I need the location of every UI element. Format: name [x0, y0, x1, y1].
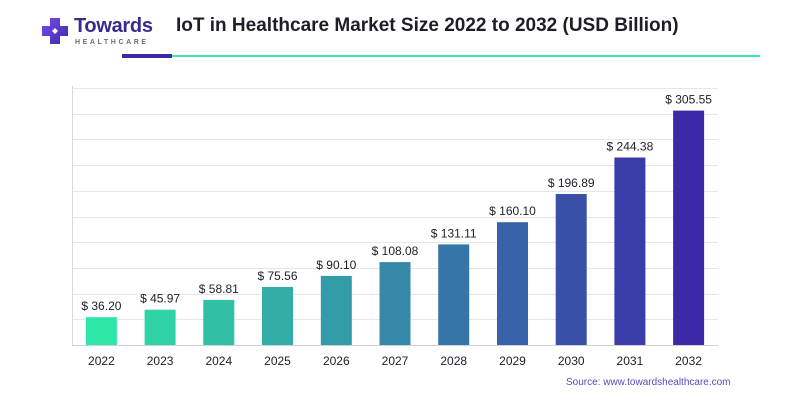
data-label-2031: $ 244.38 [607, 140, 654, 154]
data-label-2022: $ 36.20 [81, 299, 121, 313]
data-label-2030: $ 196.89 [548, 176, 595, 190]
x-tick-label-2024: 2024 [205, 354, 232, 368]
data-label-2028: $ 131.11 [431, 226, 477, 240]
data-label-2023: $ 45.97 [140, 292, 180, 306]
bar-2027 [379, 262, 411, 345]
medical-cross-icon [42, 18, 68, 44]
x-tick-label-2022: 2022 [88, 354, 115, 368]
bar-2031 [614, 157, 646, 345]
bar-2029 [497, 222, 528, 345]
x-tick-label-2032: 2032 [675, 354, 702, 368]
x-tick-label-2023: 2023 [147, 354, 174, 368]
data-label-2024: $ 58.81 [199, 282, 239, 296]
source-note: Source: www.towardshealthcare.com [566, 377, 731, 388]
data-label-2026: $ 90.10 [316, 258, 356, 272]
bar-2030 [555, 194, 587, 345]
bar-2026 [320, 275, 352, 345]
x-tick-label-2026: 2026 [323, 354, 350, 368]
x-tick-label-2029: 2029 [499, 354, 526, 368]
logo-subtitle: HEALTHCARE [75, 39, 149, 46]
title-underline-accent [122, 54, 172, 58]
data-label-2029: $ 160.10 [489, 204, 536, 218]
chart-title: IoT in Healthcare Market Size 2022 to 20… [176, 15, 679, 36]
x-tick-label-2027: 2027 [382, 354, 409, 368]
title-underline [172, 55, 760, 57]
x-tick-label-2031: 2031 [617, 354, 644, 368]
data-label-2027: $ 108.08 [372, 244, 419, 258]
bar-2024 [203, 299, 235, 345]
x-tick-label-2028: 2028 [440, 354, 467, 368]
bar-2032 [673, 110, 705, 345]
data-label-2025: $ 75.56 [257, 269, 297, 283]
data-label-2032: $ 305.55 [665, 93, 712, 107]
x-tick-label-2030: 2030 [558, 354, 585, 368]
bar-2028 [438, 244, 470, 345]
bar-2023 [144, 309, 176, 345]
logo-wordmark: Towards [74, 15, 153, 37]
brand-logo: Towards HEALTHCARE [40, 14, 160, 48]
x-tick-label-2025: 2025 [264, 354, 291, 368]
bar-2025 [262, 287, 293, 345]
bar-2022 [85, 317, 117, 345]
